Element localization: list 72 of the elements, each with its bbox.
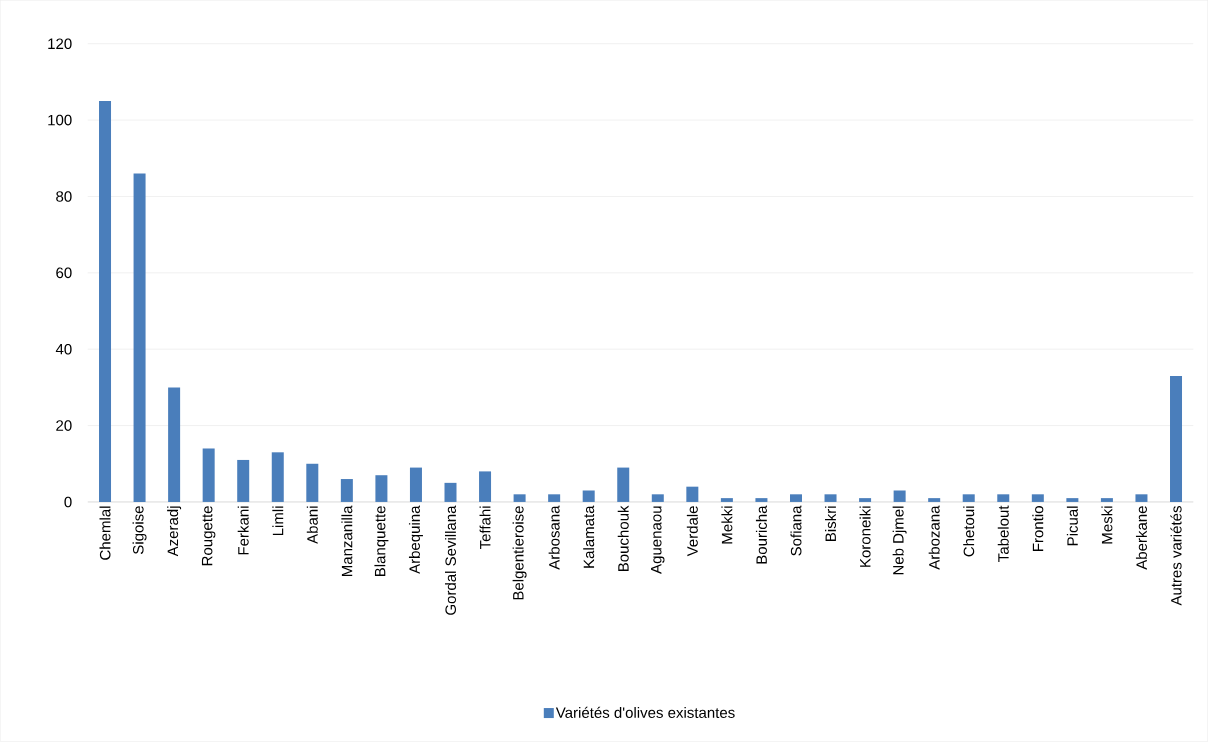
bar [1100,498,1113,503]
bar [1135,494,1148,503]
x-tick-label: Neb Djmel [892,506,907,575]
x-tick-label: Azeradj [167,506,182,557]
x-tick-label: Rougette [201,506,216,566]
x-tick-label: Gordal Sevillana [444,505,457,615]
bar [548,494,561,503]
bar [513,494,526,503]
x-tick-label: Sofiana [790,505,802,556]
y-tick-label: 80 [56,191,72,202]
y-tick-label: 40 [55,344,72,355]
x-tick-label: Koroneiki [859,506,871,567]
x-tick-label: Autres variétés [1170,506,1182,606]
x-tick-label: Kalamata [583,505,595,568]
x-tick-label: Abani [306,506,318,544]
x-tick-label: Arbosana [548,505,560,570]
x-tick-label: Teffahi [479,506,491,550]
x-tick-label: Picual [1066,506,1078,546]
bar [1031,494,1044,503]
x-tick-label: Blanquette [374,506,389,577]
x-tick-label: Sigoise [132,506,147,555]
x-tick-label: Manzanilla [341,505,353,577]
bar [789,494,802,503]
bar [720,498,733,503]
bar [859,498,872,503]
y-tick-label: 60 [56,267,72,279]
x-tick-label: Bouricha [755,505,767,564]
x-tick-label: Meski [1101,506,1113,544]
bar [133,173,146,503]
bar [962,494,975,503]
bar [375,475,388,503]
x-tick-label: Tabelout [997,505,1009,562]
x-tick-label: Limli [272,506,284,536]
bar [271,452,284,503]
x-tick-label: Ferkani [237,506,249,555]
bar [824,494,837,503]
x-tick-label: Aguenaou [651,506,665,574]
bar [1170,376,1183,503]
x-tick-label: Chemlal [99,506,111,560]
bar [1066,498,1079,503]
x-tick-label: Verdale [686,506,698,557]
x-tick-label: Aberkane [1135,506,1147,570]
y-tick-label: 100 [48,114,72,126]
bar [409,467,422,503]
bar [306,463,319,503]
x-tick-label: Belgentieroise [512,506,527,600]
bar [686,486,699,503]
bar [893,490,906,503]
bar [617,467,630,503]
bar [479,471,492,503]
x-tick-label: Arbozana [928,505,940,570]
y-tick-label: 120 [48,38,72,50]
x-tick-label: Biskri [825,506,837,542]
bar [237,460,250,503]
bar [755,498,768,503]
bar [582,490,595,503]
bar [928,498,941,503]
x-tick-label: Bouchouk [617,505,629,572]
bar [444,482,457,503]
x-tick-label: Chetoui [963,506,975,557]
bar [997,494,1010,503]
bar [340,479,353,503]
x-tick-label: Mekki [721,506,733,544]
x-tick-label: Frontio [1032,506,1044,552]
y-tick-label: 0 [64,496,72,508]
x-tick-label: Arbequina [408,505,423,574]
bar [99,101,112,503]
bar [168,387,181,503]
y-tick-label: 20 [56,420,72,431]
legend-label: Variétés d'olives existantes [555,706,735,719]
bar [202,448,215,503]
bar [651,494,664,503]
